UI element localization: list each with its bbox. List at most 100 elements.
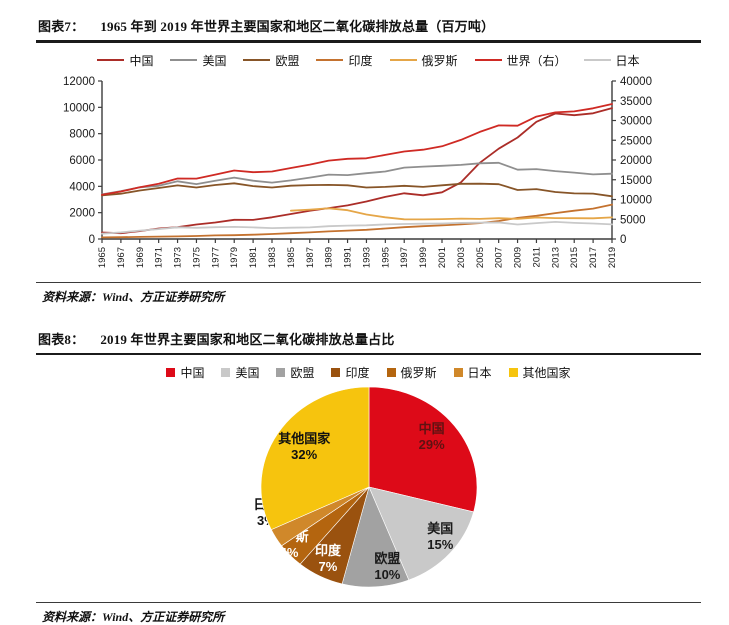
legend-square-swatch <box>276 368 285 377</box>
pie-label-欧盟: 欧盟 <box>374 551 400 566</box>
svg-text:1999: 1999 <box>418 247 429 268</box>
svg-text:2005: 2005 <box>475 247 486 268</box>
legend-label: 印度 <box>345 364 369 381</box>
svg-text:8000: 8000 <box>69 128 95 140</box>
svg-text:4000: 4000 <box>69 181 95 193</box>
legend-label: 美国 <box>235 364 259 381</box>
legend-item-5: 日本 <box>454 364 492 381</box>
figure7-title: 1965 年到 2019 年世界主要国家和地区二氧化碳排放总量（百万吨） <box>100 16 494 35</box>
pie-label-其他国家: 其他国家 <box>278 431 331 446</box>
legend-item-2: 欧盟 <box>243 52 299 69</box>
svg-text:2000: 2000 <box>69 207 95 219</box>
svg-text:1993: 1993 <box>361 247 372 268</box>
legend-item-0: 中国 <box>97 52 153 69</box>
legend-label: 欧盟 <box>290 364 314 381</box>
legend-line-swatch <box>390 59 417 62</box>
figure7-label: 图表7： <box>38 16 84 35</box>
svg-text:1973: 1973 <box>173 247 184 268</box>
legend-label: 中国 <box>180 364 204 381</box>
svg-text:1997: 1997 <box>399 247 410 268</box>
pie-value-中国: 29% <box>418 437 444 452</box>
legend-label: 欧盟 <box>275 52 299 69</box>
svg-text:1981: 1981 <box>248 247 259 268</box>
figure7-header: 图表7： 1965 年到 2019 年世界主要国家和地区二氧化碳排放总量（百万吨… <box>36 14 701 40</box>
legend-label: 日本 <box>616 52 640 69</box>
figure8-label: 图表8： <box>38 329 84 348</box>
legend-square-swatch <box>331 368 340 377</box>
svg-text:2009: 2009 <box>513 247 524 268</box>
svg-text:2013: 2013 <box>550 247 561 268</box>
svg-text:2001: 2001 <box>437 247 448 268</box>
series-line-中国 <box>102 108 612 233</box>
svg-text:2015: 2015 <box>569 247 580 268</box>
svg-text:25000: 25000 <box>620 135 652 147</box>
legend-item-1: 美国 <box>221 364 259 381</box>
svg-text:1975: 1975 <box>191 247 202 268</box>
svg-text:1967: 1967 <box>116 247 127 268</box>
svg-text:1969: 1969 <box>135 247 146 268</box>
legend-square-swatch <box>166 368 175 377</box>
svg-text:20000: 20000 <box>620 155 652 167</box>
svg-text:1995: 1995 <box>380 247 391 268</box>
legend-label: 美国 <box>202 52 226 69</box>
figure8-legend: 中国 美国 欧盟 印度 俄罗斯日本 其他国家 <box>36 364 701 381</box>
legend-label: 其他国家 <box>523 364 571 381</box>
svg-text:1977: 1977 <box>210 247 221 268</box>
series-line-印度 <box>102 204 612 237</box>
svg-text:2011: 2011 <box>531 247 542 267</box>
legend-item-5: 世界（右） <box>475 52 567 69</box>
svg-text:2003: 2003 <box>456 247 467 268</box>
legend-item-4: 俄罗斯 <box>387 364 437 381</box>
svg-text:1979: 1979 <box>229 247 240 268</box>
pie-value-印度: 7% <box>318 559 337 574</box>
legend-line-swatch <box>170 59 197 62</box>
svg-text:40000: 40000 <box>620 76 652 88</box>
legend-line-swatch <box>584 59 611 62</box>
svg-text:5000: 5000 <box>620 214 646 226</box>
svg-text:2007: 2007 <box>494 247 505 268</box>
svg-text:30000: 30000 <box>620 115 652 127</box>
legend-item-4: 俄罗斯 <box>390 52 458 69</box>
pie-value-欧盟: 10% <box>374 567 400 582</box>
legend-item-6: 其他国家 <box>509 364 571 381</box>
legend-item-1: 美国 <box>170 52 226 69</box>
legend-square-swatch <box>221 368 230 377</box>
svg-text:0: 0 <box>89 234 95 246</box>
pie-label-美国: 美国 <box>427 521 453 536</box>
figure8-section: 图表8： 2019 年世界主要国家和地区二氧化碳排放总量占比 中国美国欧盟印度俄… <box>36 327 701 625</box>
legend-line-swatch <box>97 59 124 62</box>
svg-text:1983: 1983 <box>267 247 278 268</box>
series-line-欧盟 <box>102 183 612 196</box>
svg-text:10000: 10000 <box>63 102 95 114</box>
svg-text:1987: 1987 <box>305 247 316 268</box>
svg-text:10000: 10000 <box>620 194 652 206</box>
figure8-header: 图表8： 2019 年世界主要国家和地区二氧化碳排放总量占比 <box>36 327 701 353</box>
co2-line-chart: 0200040006000800010000120000500010000150… <box>36 71 699 275</box>
pie-value-俄罗斯: 4% <box>279 545 298 560</box>
pie-value-美国: 15% <box>427 537 453 552</box>
figure7-section: 图表7： 1965 年到 2019 年世界主要国家和地区二氧化碳排放总量（百万吨… <box>36 14 701 305</box>
svg-text:1971: 1971 <box>154 247 165 268</box>
figure8-source: 资料来源：Wind、方正证券研究所 <box>36 603 701 625</box>
svg-text:1991: 1991 <box>343 247 354 268</box>
series-line-俄罗斯 <box>291 208 612 219</box>
legend-square-swatch <box>454 368 463 377</box>
figure7-header-rule <box>36 40 701 43</box>
legend-item-6: 日本 <box>584 52 640 69</box>
svg-text:2019: 2019 <box>607 247 618 268</box>
svg-text:1985: 1985 <box>286 247 297 268</box>
figure8-header-rule <box>36 353 701 356</box>
legend-item-2: 欧盟 <box>276 364 314 381</box>
svg-text:1989: 1989 <box>324 247 335 268</box>
svg-text:35000: 35000 <box>620 95 652 107</box>
figure7-legend: 中国美国欧盟印度俄罗斯世界（右）日本 <box>36 52 701 69</box>
svg-text:15000: 15000 <box>620 174 652 186</box>
legend-line-swatch <box>475 59 502 62</box>
legend-item-0: 中国 <box>166 364 204 381</box>
legend-line-swatch <box>316 59 343 62</box>
legend-square-swatch <box>387 368 396 377</box>
